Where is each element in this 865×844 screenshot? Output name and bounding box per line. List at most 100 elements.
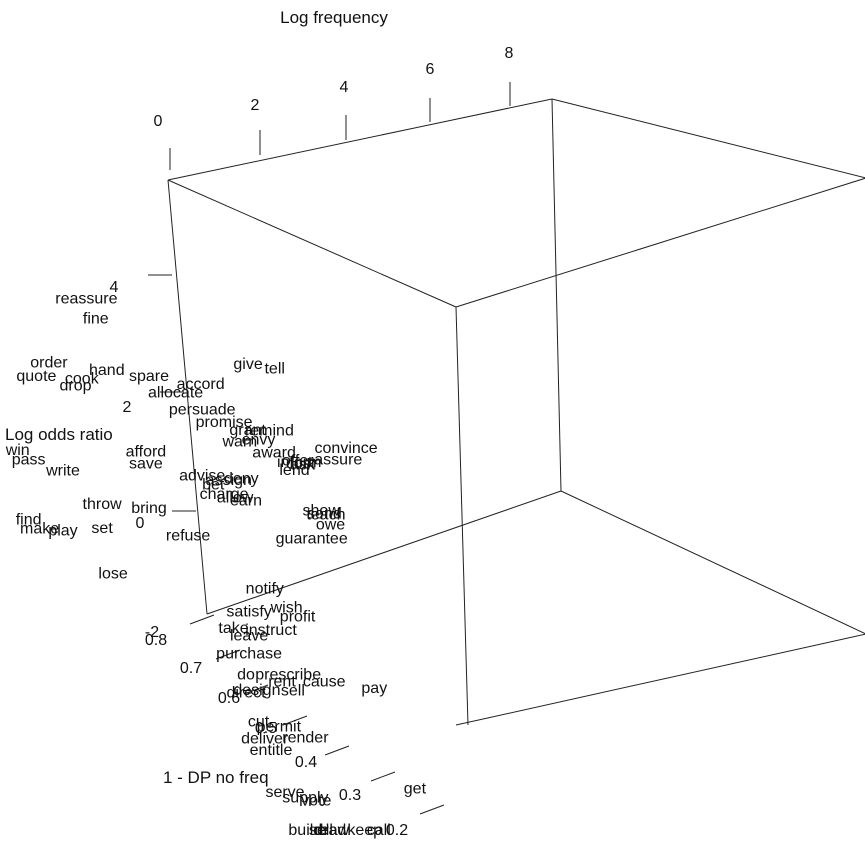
point-label-teach: teach: [306, 507, 345, 524]
y-tick-label: 4: [110, 279, 119, 296]
edge-left-vertical: [167, 179, 208, 615]
point-label-take: take: [218, 620, 248, 637]
point-label-earn: earn: [230, 493, 262, 510]
point-label-lend: lend: [279, 462, 309, 479]
point-label-instruct: instruct: [245, 622, 297, 639]
z-tick-03: [370, 771, 396, 782]
x-tick-label: 0: [154, 113, 163, 130]
point-label-advise: advise: [179, 467, 225, 484]
point-label-bet: bet: [202, 477, 225, 494]
point-label-persuade: persuade: [169, 401, 236, 418]
z-tick-08: [189, 614, 215, 625]
point-label-assign: assign: [206, 472, 252, 489]
z-tick-label: 0.6: [218, 690, 240, 707]
point-label-wish: wish: [270, 599, 303, 616]
point-label-envy: envy: [242, 431, 276, 448]
point-label-allocate: allocate: [148, 385, 203, 402]
point-label-do: do: [237, 667, 255, 684]
point-label-give: give: [233, 356, 262, 373]
point-label-build: build: [288, 822, 322, 839]
point-label-bring: bring: [131, 500, 167, 517]
z-tick-label: 0.4: [295, 754, 317, 771]
point-label-keep: keep: [347, 822, 382, 839]
point-label-permit: permit: [257, 719, 302, 736]
z-tick-02: [419, 804, 445, 815]
point-label-write: write: [45, 463, 80, 480]
point-label-pass: pass: [12, 451, 46, 468]
y-axis-label: Log odds ratio: [5, 425, 113, 444]
point-label-guarantee: guarantee: [276, 531, 348, 548]
x-tick-label: 2: [251, 97, 260, 114]
point-label-serve: serve: [265, 784, 304, 801]
point-label-win: win: [5, 442, 30, 459]
point-label-sell: sell: [281, 683, 305, 700]
point-label-cause: cause: [303, 673, 346, 690]
z-tick-07: [215, 649, 241, 660]
point-label-pay: pay: [361, 680, 387, 697]
z-axis-label: 1 - DP no freq: [163, 768, 269, 787]
point-label-vote: vote: [301, 793, 331, 810]
point-label-prescribe: prescribe: [255, 667, 321, 684]
point-label-offer: offer: [282, 453, 314, 470]
point-label-spare: spare: [129, 368, 169, 385]
point-label-satisfy: satisfy: [226, 603, 271, 620]
point-label-remind: remind: [245, 423, 294, 440]
point-label-cost: cost: [286, 455, 316, 472]
edge-back-bottom: [206, 490, 562, 615]
point-label-quote: quote: [16, 368, 56, 385]
edge-front-vertical: [455, 306, 469, 726]
point-label-play: play: [48, 523, 77, 540]
x-tick-label: 6: [426, 61, 435, 78]
edge-back-right-top: [551, 98, 865, 179]
point-label-refuse: refuse: [166, 527, 211, 544]
x-tick-label: 8: [505, 45, 514, 62]
point-label-purchase: purchase: [216, 645, 282, 662]
point-label-grant: grant: [229, 422, 266, 439]
point-label-order: order: [30, 355, 68, 372]
edge-right-top: [455, 177, 865, 308]
point-label-direct: direct: [226, 685, 266, 702]
point-label-draw: draw: [315, 822, 350, 839]
point-label-show: show: [303, 503, 341, 520]
point-label-entitle: entitle: [250, 742, 293, 759]
point-label-deny: deny: [224, 471, 259, 488]
edge-front-bottom: [455, 633, 865, 726]
edge-back-top: [167, 98, 553, 181]
edge-back-vertical: [551, 98, 562, 492]
point-label-profit: profit: [280, 609, 316, 626]
z-tick-label: 0.3: [339, 787, 361, 804]
point-label-hand: hand: [89, 362, 125, 379]
box-edges: [167, 98, 865, 726]
point-label-send: send: [307, 505, 342, 522]
point-label-throw: throw: [83, 496, 123, 513]
point-label-inform: inform: [277, 454, 321, 471]
point-label-design: design: [233, 682, 280, 699]
z-tick-label: 0.8: [145, 632, 167, 649]
x-tick-label: 4: [340, 79, 349, 96]
point-label-deliver: deliver: [241, 731, 289, 748]
z-tick-05: [282, 715, 308, 726]
point-label-allow: allow: [217, 489, 254, 506]
z-tick-label: 0.2: [386, 822, 408, 839]
point-label-call: call: [367, 822, 391, 839]
y-tick-label: -2: [145, 624, 159, 641]
point-label-ask: ask: [290, 457, 316, 474]
point-label-render: render: [282, 729, 329, 746]
z-tick-04: [324, 745, 350, 756]
z-tick-label: 0.5: [255, 720, 277, 737]
z-tick-label: 0.7: [180, 660, 202, 677]
point-label-find: find: [16, 511, 42, 528]
point-label-charge: charge: [200, 486, 249, 503]
point-label-set: set: [91, 520, 113, 537]
point-label-drop: drop: [59, 377, 91, 394]
point-label-sell: sell: [309, 822, 333, 839]
point-label-convince: convince: [315, 440, 378, 457]
point-label-notify: notify: [246, 581, 284, 598]
point-label-accord: accord: [177, 376, 225, 393]
point-label-cut: cut: [248, 713, 270, 730]
point-label-cook: cook: [65, 371, 100, 388]
z-tick-06: [243, 684, 269, 695]
point-label-afford: afford: [126, 443, 167, 460]
y-axis: 4 2 0 -2 Log odds ratio: [5, 274, 196, 641]
point-label-tell: tell: [264, 361, 284, 378]
